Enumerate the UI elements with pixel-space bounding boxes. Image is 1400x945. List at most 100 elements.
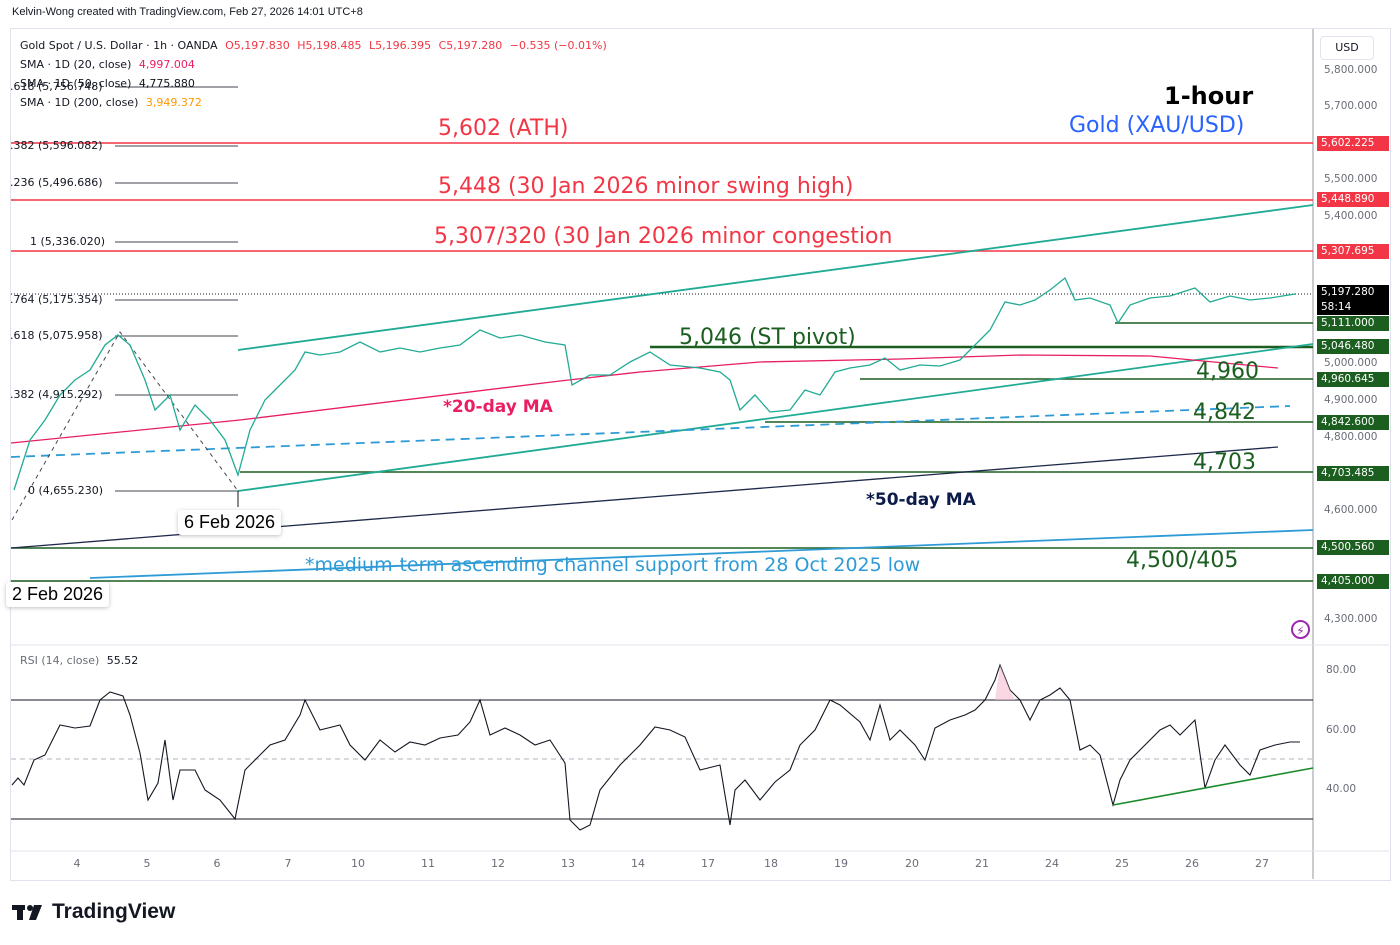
time-tick: 13 (561, 857, 575, 870)
bar-countdown: 58:14 (1321, 301, 1352, 313)
price-series (13, 276, 1296, 491)
price-tag-4500: 4,500.560 (1317, 540, 1389, 555)
sma20-label: SMA · 1D (20, close) (20, 58, 132, 71)
support-lines (11, 322, 1313, 582)
sma50-label: SMA · 1D (50, close) (20, 77, 132, 90)
ascending-channel (237, 204, 1314, 492)
price-axis-label: 4,900.000 (1324, 394, 1378, 406)
price-axis-label: 5,000.000 (1324, 357, 1378, 369)
price-tag-4842: 4,842.600 (1317, 415, 1389, 430)
time-tick: 14 (631, 857, 645, 870)
price-tag-4405: 4,405.000 (1317, 574, 1389, 589)
annotation-ath: 5,602 (ATH) (438, 116, 569, 141)
price-tag-swing-high: 5,448.890 (1317, 192, 1389, 207)
ohlc-high: H5,198.485 (297, 39, 362, 52)
fib-label: .382 (5,596.082) (10, 139, 103, 152)
sma20-legend[interactable]: SMA · 1D (20, close) 4,997.004 (20, 58, 195, 71)
price-axis-label: 5,500.000 (1324, 173, 1378, 185)
price-axis-label: 5,800.000 (1324, 64, 1378, 76)
annotation-ma50: *50-day MA (866, 490, 976, 510)
price-tag-5111: 5,111.000 (1317, 316, 1389, 331)
price-axis-label: 5,400.000 (1324, 210, 1378, 222)
annotation-4500-405: 4,500/405 (1126, 548, 1239, 573)
lightning-icon[interactable]: ⚡ (1291, 620, 1310, 639)
tradingview-logo[interactable]: TradingView (12, 900, 175, 924)
sma200-legend[interactable]: SMA · 1D (200, close) 3,949.372 (20, 96, 202, 109)
ohlc-change: −0.535 (−0.01%) (509, 39, 607, 52)
time-tick: 18 (764, 857, 778, 870)
sma20-value: 4,997.004 (138, 58, 195, 71)
ma20-line (10, 354, 1279, 444)
annotation-medium-channel: *medium-term ascending channel support f… (305, 554, 921, 576)
annotation-4703: 4,703 (1193, 450, 1256, 475)
fib-label: .764 (5,175.354) (10, 293, 103, 306)
ohlc-close: C5,197.280 (438, 39, 503, 52)
rsi-line (11, 663, 1300, 831)
sma200-label: SMA · 1D (200, close) (20, 96, 139, 109)
fib-label: .382 (4,915.292) (10, 388, 103, 401)
time-tick: 6 (213, 857, 221, 870)
resistance-lines (11, 142, 1313, 252)
time-tick: 11 (421, 857, 435, 870)
ohlc-open: O5,197.830 (225, 39, 290, 52)
fib-label: .236 (5,496.686) (10, 176, 103, 189)
rsi-label: RSI (14, close) (20, 654, 100, 667)
price-tag-4703: 4,703.485 (1317, 466, 1389, 481)
rsi-legend[interactable]: RSI (14, close) 55.52 (20, 654, 138, 667)
annotation-congestion: 5,307/320 (30 Jan 2026 minor congestion (434, 224, 893, 249)
fib-label: 0 (4,655.230) (28, 484, 104, 497)
time-tick: 20 (905, 857, 919, 870)
last-price-value: 5,197.280 (1321, 286, 1375, 298)
sma50-legend[interactable]: SMA · 1D (50, close) 4,775.880 (20, 77, 195, 90)
last-price-tag: 5,197.280 58:14 (1317, 285, 1389, 315)
time-tick: 12 (491, 857, 505, 870)
rsi-axis-label: 80.00 (1326, 664, 1357, 676)
time-tick: 27 (1255, 857, 1269, 870)
rsi-axis-label: 40.00 (1326, 783, 1357, 795)
price-axis-label: 4,600.000 (1324, 504, 1378, 516)
rsi-value: 55.52 (106, 654, 139, 667)
fib-label: .618 (5,756.748) (10, 80, 103, 93)
chart-title-timeframe: 1-hour (1164, 82, 1254, 110)
medium-channel-support (89, 529, 1314, 579)
time-tick: 4 (73, 857, 81, 870)
date-label-2-feb: 2 Feb 2026 (6, 582, 110, 607)
sma50-value: 4,775.880 (138, 77, 195, 90)
sma200-value: 3,949.372 (145, 96, 202, 109)
price-tag-ath: 5,602.225 (1317, 136, 1389, 151)
rsi-pane (11, 663, 1314, 831)
annotation-4960: 4,960 (1196, 359, 1259, 384)
time-tick: 7 (284, 857, 292, 870)
chart-credit: Kelvin-Wong created with TradingView.com… (12, 6, 363, 18)
chart-title-asset: Gold (XAU/USD) (1069, 113, 1245, 138)
time-tick: 10 (351, 857, 365, 870)
annotation-4842: 4,842 (1193, 400, 1256, 425)
rsi-trendline (1112, 767, 1314, 806)
fib-levels (115, 86, 238, 492)
fib-label: 1 (5,336.020) (30, 235, 106, 248)
ohlc-low: L5,196.395 (369, 39, 432, 52)
brand-name: TradingView (52, 900, 176, 923)
price-axis-label: 5,700.000 (1324, 100, 1378, 112)
time-tick: 24 (1045, 857, 1059, 870)
price-tag-pivot: 5,046.480 (1317, 339, 1389, 354)
symbol-name: Gold Spot / U.S. Dollar · 1h · OANDA (20, 39, 218, 52)
chart-frame (10, 28, 1391, 881)
rsi-axis-label: 60.00 (1326, 724, 1357, 736)
time-tick: 17 (701, 857, 715, 870)
time-tick: 19 (834, 857, 848, 870)
price-tag-4960: 4,960.645 (1317, 372, 1389, 387)
date-label-6-feb: 6 Feb 2026 (178, 510, 282, 535)
annotation-ma20: *20-day MA (443, 397, 553, 417)
dashed-trendline (10, 405, 1291, 458)
fib-zigzag (11, 331, 239, 521)
annotation-pivot: 5,046 (ST pivot) (679, 325, 856, 350)
currency-button[interactable]: USD (1320, 36, 1374, 60)
symbol-legend[interactable]: Gold Spot / U.S. Dollar · 1h · OANDA O5,… (20, 39, 607, 52)
tradingview-logo-icon (12, 905, 42, 920)
time-tick: 25 (1115, 857, 1129, 870)
time-tick: 21 (975, 857, 989, 870)
fib-label: .618 (5,075.958) (10, 329, 103, 342)
price-axis-label: 4,800.000 (1324, 431, 1378, 443)
